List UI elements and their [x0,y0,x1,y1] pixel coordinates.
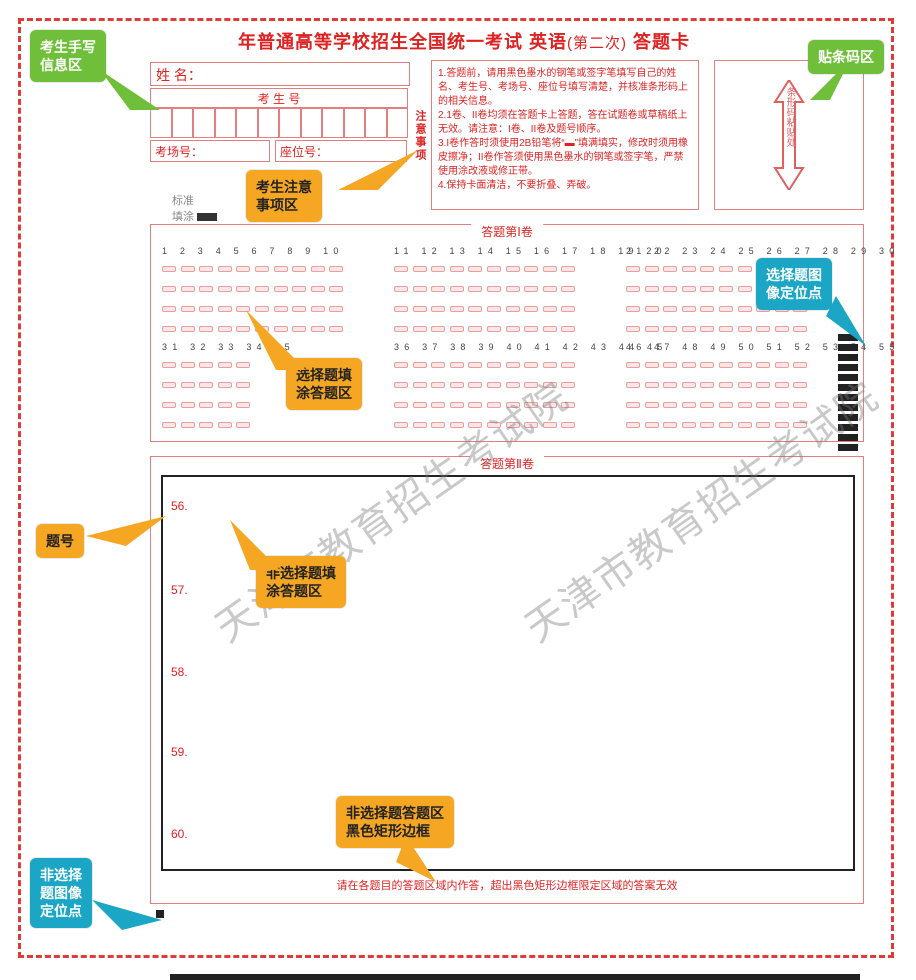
title-main: 年普通高等学校招生全国统一考试 英语 [238,32,567,52]
exam-room-label: 考场号： [150,140,270,162]
barcode-inner-text: 条形码粘贴处 [783,87,797,147]
fill-example-bar [197,213,217,221]
callout-text: 考生注意 事项区 [256,179,312,213]
callout-pointer-icon [100,70,160,130]
callout-free-locator: 非选择 题图像 定位点 [30,858,92,928]
callout-text: 考生手写 信息区 [40,39,96,73]
callout-pointer-icon [92,900,162,930]
timing-marks [838,334,910,451]
callout-notice: 考生注意 事项区 [246,170,322,222]
qnum: 60. [171,827,188,841]
callout-text: 题号 [46,533,74,549]
title-sub: (第二次) [567,35,627,52]
callout-pointer-icon [826,296,866,346]
qnum: 58. [171,665,188,679]
qnum: 56. [171,499,188,513]
qnum: 57. [171,583,188,597]
qnum: 59. [171,745,188,759]
callout-pointer-icon [338,150,418,190]
notice-line: 4.保持卡面清洁，不要折叠、弄破。 [438,179,692,193]
callout-text: 非选择题填 涂答题区 [266,565,336,599]
callout-black-box: 非选择题答题区 黑色矩形边框 [336,796,454,848]
candidate-number-label: 考 生 号 [150,88,408,108]
bottom-warning: 请在各题目的答题区域内作答，超出黑色矩形边框限定区域的答案无效 [337,877,678,893]
callout-text: 选择题图 像定位点 [766,267,822,301]
callout-mc-locator: 选择题图 像定位点 [756,258,832,310]
fill-label: 标准 填涂 [172,195,194,223]
notice-box: 1.答题前，请用黑色墨水的钢笔或签字笔填写自己的姓名、考生号、考场号、座位号填写… [431,60,699,210]
callout-qnum: 题号 [36,524,84,558]
standard-fill-example: 标准 填涂 [172,192,217,224]
callout-pointer-icon [396,836,436,882]
notice-line: 2.1卷、II卷均须在答题卡上答题，答在试题卷或草稿纸上无效。请注意：I卷、II… [438,109,692,137]
section-1-tab: 答题第Ⅰ卷 [471,223,543,240]
notice-line: 3.I卷作答时须使用2B铅笔将“▬”填满填实，修改时须用橡皮擦净；II卷作答须使… [438,137,692,179]
callout-text: 选择题填 涂答题区 [296,367,352,401]
title-tail: 答题卡 [627,32,690,52]
callout-pointer-icon [230,520,280,570]
sheet-title: 年普通高等学校招生全国统一考试 英语(第二次) 答题卡 [140,28,788,54]
callout-text: 非选择 题图像 定位点 [40,867,82,919]
callout-text: 非选择题答题区 黑色矩形边框 [346,805,444,839]
callout-pointer-icon [810,60,850,100]
callout-pointer-icon [86,516,166,546]
candidate-number-cells [150,108,408,138]
bottom-timing-bar [170,974,860,980]
notice-line: 1.答题前，请用黑色墨水的钢笔或签字笔填写自己的姓名、考生号、考场号、座位号填写… [438,67,692,109]
section-2-tab: 答题第Ⅱ卷 [470,455,544,472]
name-label: 姓 名： [156,65,202,85]
callout-pointer-icon [246,310,306,370]
callout-handwrite: 考生手写 信息区 [30,30,106,82]
